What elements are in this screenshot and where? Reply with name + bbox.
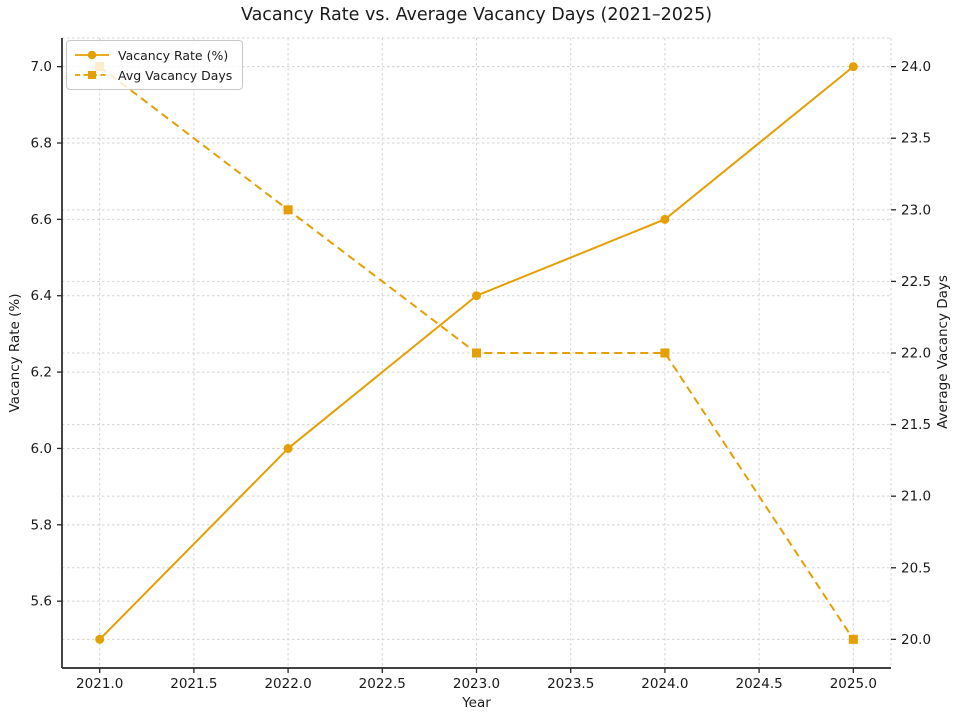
legend: Vacancy Rate (%) Avg Vacancy Days — [66, 40, 244, 90]
svg-text:22.0: 22.0 — [901, 346, 931, 362]
svg-text:22.5: 22.5 — [901, 274, 931, 290]
legend-sample-solid-circle-icon — [75, 50, 109, 60]
svg-text:23.5: 23.5 — [901, 131, 931, 147]
legend-label-vacancy-rate: Vacancy Rate (%) — [118, 47, 229, 63]
legend-item-vacancy-rate: Vacancy Rate (%) — [74, 45, 232, 65]
svg-text:6.4: 6.4 — [31, 288, 52, 304]
svg-text:5.8: 5.8 — [31, 517, 52, 533]
legend-item-avg-vacancy-days: Avg Vacancy Days — [74, 65, 232, 85]
svg-text:2021.5: 2021.5 — [170, 676, 217, 692]
svg-text:2021.0: 2021.0 — [76, 676, 123, 692]
svg-text:6.0: 6.0 — [31, 441, 52, 457]
svg-text:2025.0: 2025.0 — [830, 676, 877, 692]
svg-text:6.2: 6.2 — [31, 365, 52, 381]
svg-text:2022.5: 2022.5 — [359, 676, 406, 692]
svg-text:2023.5: 2023.5 — [547, 676, 594, 692]
svg-text:20.5: 20.5 — [901, 560, 931, 576]
y-axis-label-left: Vacancy Rate (%) — [7, 293, 23, 413]
svg-text:21.0: 21.0 — [901, 489, 931, 505]
chart-title: Vacancy Rate vs. Average Vacancy Days (2… — [240, 5, 713, 25]
svg-text:23.0: 23.0 — [901, 202, 931, 218]
svg-text:21.5: 21.5 — [901, 417, 931, 433]
svg-text:24.0: 24.0 — [901, 59, 931, 75]
legend-sample-dashed-square-icon — [75, 71, 109, 79]
legend-label-avg-vacancy-days: Avg Vacancy Days — [118, 67, 233, 83]
svg-text:20.0: 20.0 — [901, 632, 931, 648]
x-axis-label: Year — [462, 695, 491, 711]
svg-text:2024.5: 2024.5 — [735, 676, 782, 692]
svg-text:6.6: 6.6 — [31, 212, 52, 228]
svg-text:2023.0: 2023.0 — [453, 676, 500, 692]
series-vacancy-rate — [95, 62, 858, 644]
svg-text:7.0: 7.0 — [31, 59, 52, 75]
tick-labels: 2021.0 2021.5 2022.0 2022.5 2023.0 2023.5 2024… — [31, 59, 932, 692]
svg-text:6.8: 6.8 — [31, 136, 52, 152]
svg-text:5.6: 5.6 — [31, 594, 52, 610]
gridlines — [62, 38, 891, 668]
svg-text:2024.0: 2024.0 — [641, 676, 688, 692]
y-axis-label-right: Average Vacancy Days — [935, 275, 951, 429]
svg-text:2022.0: 2022.0 — [264, 676, 311, 692]
